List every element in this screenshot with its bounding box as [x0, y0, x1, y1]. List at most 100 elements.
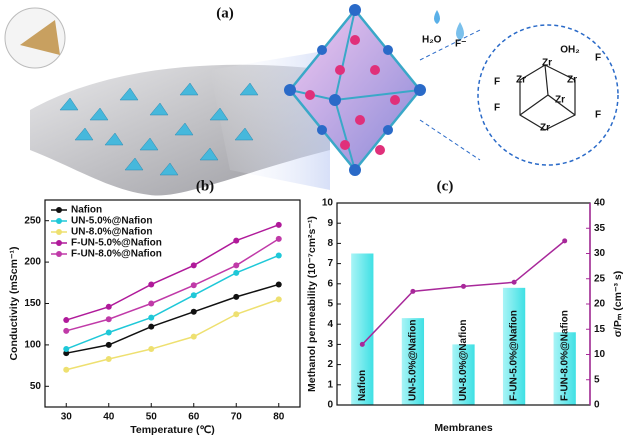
data-point — [105, 341, 112, 348]
y2-tick-label: 30 — [594, 248, 606, 259]
data-point — [511, 279, 517, 285]
legend-label: F-UN-8.0%@Nafion — [71, 249, 162, 260]
data-point — [233, 311, 240, 318]
series-line — [66, 298, 279, 371]
data-point — [275, 221, 282, 228]
panel-label: (b) — [196, 178, 214, 194]
data-point — [275, 252, 282, 259]
fluoride-label: F⁻ — [455, 39, 466, 50]
y2-axis-label: σ/Pₘ (cm⁻³ s) — [612, 271, 624, 338]
y-tick-label: 8 — [327, 238, 333, 249]
cluster-label: F — [595, 110, 601, 121]
data-point — [190, 292, 197, 299]
y-tick-label: 4 — [327, 319, 333, 330]
data-point — [562, 238, 568, 244]
bar — [452, 344, 475, 405]
data-point — [63, 350, 70, 357]
data-point — [148, 300, 155, 307]
cluster-label: Zr — [555, 95, 565, 106]
bar-category-label: UN-8.0%@Nafion — [458, 320, 469, 401]
x-tick-label: 40 — [103, 412, 115, 423]
x-tick-label: 80 — [273, 412, 285, 423]
panel-label: (c) — [437, 178, 454, 194]
y-tick-label: 100 — [24, 340, 41, 351]
data-point — [275, 235, 282, 242]
data-point — [190, 262, 197, 269]
legend-label: Nafion — [71, 205, 102, 216]
y2-tick-label: 5 — [594, 374, 600, 385]
y-axis-label: Methanol permeability (10⁻⁷cm²s⁻¹) — [306, 216, 318, 392]
cluster-label: F — [494, 77, 500, 88]
data-point — [461, 283, 466, 289]
data-point — [233, 262, 240, 269]
y-tick-label: 7 — [327, 258, 333, 269]
data-point — [275, 281, 282, 288]
data-point — [410, 288, 416, 294]
panel-label: (a) — [216, 5, 234, 21]
data-point — [105, 316, 112, 323]
data-point — [148, 314, 155, 321]
y2-tick-label: 15 — [594, 324, 606, 335]
water-label: H₂O — [422, 35, 442, 46]
data-point — [233, 269, 240, 276]
legend-label: UN-5.0%@Nafion — [71, 216, 152, 227]
y2-tick-label: 20 — [594, 299, 606, 310]
data-point — [148, 281, 155, 288]
data-point — [63, 346, 70, 353]
data-point — [105, 303, 112, 310]
legend-label: F-UN-5.0%@Nafion — [71, 238, 162, 249]
data-point — [63, 317, 70, 324]
data-point — [275, 296, 282, 303]
legend-marker — [56, 229, 62, 235]
x-tick-label: 50 — [146, 412, 158, 423]
cluster-label: Zr — [567, 75, 577, 86]
bar — [401, 318, 425, 405]
y-tick-label: 250 — [24, 215, 41, 226]
data-point — [190, 282, 197, 289]
series-line — [66, 238, 280, 332]
cluster-label: Zr — [516, 75, 526, 86]
illustration — [4, 4, 619, 196]
y-tick-label: 9 — [327, 218, 333, 229]
cluster-label: Zr — [542, 58, 552, 69]
y-tick-label: 6 — [327, 278, 333, 289]
data-point — [63, 327, 70, 334]
cluster-label: OH₂ — [560, 45, 579, 56]
data-point — [190, 308, 197, 315]
chart-b: 30 40 50 60 70 80 50 100 150 200 250 Temperature (℃… — [8, 199, 301, 436]
data-point — [190, 333, 197, 340]
y-tick-label: 10 — [322, 198, 334, 209]
y-tick-label: 1 — [327, 379, 333, 390]
y2-tick-label: 40 — [594, 198, 606, 209]
x-tick-label: 60 — [188, 412, 200, 423]
data-point — [233, 293, 240, 300]
x-tick-label: 70 — [231, 412, 243, 423]
data-point — [63, 366, 70, 373]
legend-marker — [56, 207, 62, 213]
cluster-label: F — [494, 103, 500, 114]
legend-label: UN-8.0%@Nafion — [71, 227, 152, 238]
legend-marker — [56, 218, 62, 224]
data-point — [148, 323, 155, 330]
bar-category-label: F-UN-5.0%@Nafion — [509, 310, 520, 401]
data-point — [148, 346, 155, 353]
bar — [553, 332, 576, 405]
chart-c: 0 1 2 3 4 5 6 7 8 9 10 0 5 10 15 20 25 30 35 40 Nafion UN-5.0… — [306, 198, 624, 434]
series-line — [66, 224, 280, 321]
cluster-label: Zr — [540, 123, 550, 134]
bar-category-label: F-UN-8.0%@Nafion — [559, 310, 570, 401]
y-tick-label: 200 — [24, 257, 41, 268]
y-tick-label: 3 — [327, 339, 333, 350]
y-tick-label: 0 — [327, 400, 333, 411]
bar — [351, 253, 374, 405]
bar — [502, 287, 526, 405]
y2-tick-label: 10 — [594, 349, 606, 360]
y-tick-label: 5 — [327, 299, 333, 310]
y-tick-label: 50 — [30, 381, 42, 392]
y-axis-label: Conductivity (mScm⁻¹) — [8, 246, 20, 360]
data-point — [105, 355, 112, 362]
data-point — [359, 341, 365, 347]
bar-category-label: UN-5.0%@Nafion — [408, 320, 419, 401]
